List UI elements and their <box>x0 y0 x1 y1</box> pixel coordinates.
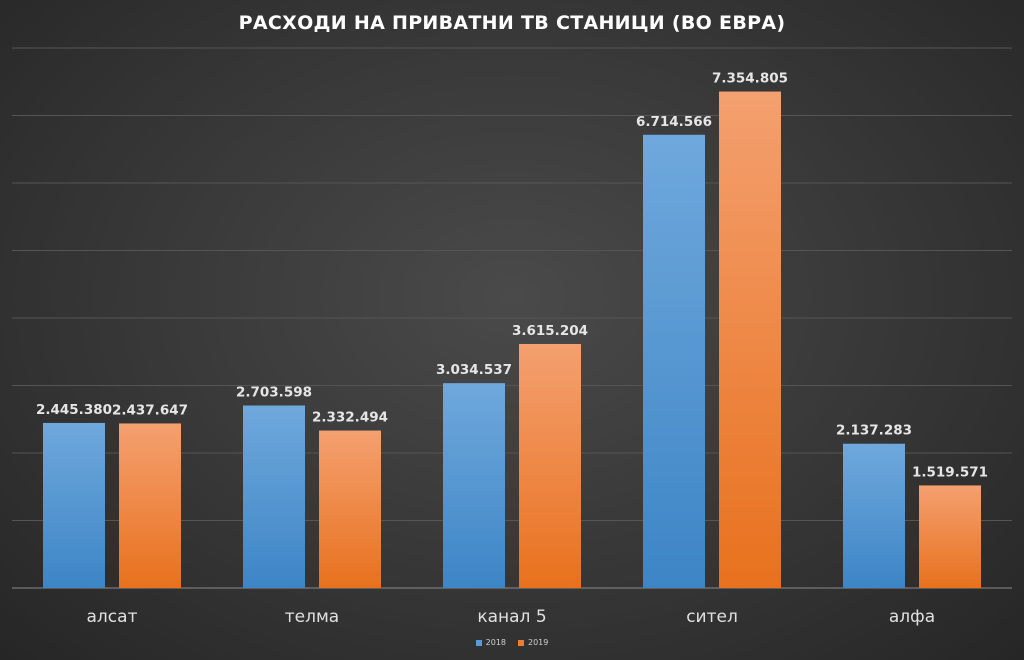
data-label-2019-0: 2.437.647 <box>112 402 188 418</box>
category-label-2: канал 5 <box>477 607 546 627</box>
legend-swatch-2019 <box>518 639 524 646</box>
data-label-2018-2: 3.034.537 <box>436 362 512 378</box>
legend-item-2019: 2019 <box>518 638 548 647</box>
data-label-2019-3: 7.354.805 <box>712 71 788 87</box>
legend-item-2018: 2018 <box>475 638 506 647</box>
data-label-2019-1: 2.332.494 <box>312 410 388 426</box>
bar-2018-3 <box>643 134 705 589</box>
data-label-2019-2: 3.615.204 <box>512 323 588 339</box>
data-label-2018-1: 2.703.598 <box>236 385 312 401</box>
category-label-0: алсат <box>87 607 138 627</box>
legend-label-2018: 2018 <box>485 638 506 647</box>
data-label-2019-4: 1.519.571 <box>912 464 988 480</box>
category-label-1: телма <box>285 607 339 627</box>
bar-2018-0 <box>43 422 105 588</box>
bar-2019-4 <box>919 485 981 588</box>
data-label-2018-0: 2.445.380 <box>36 402 112 418</box>
bar-2019-2 <box>519 343 581 588</box>
bar-2018-1 <box>243 405 305 588</box>
category-label-4: алфа <box>889 607 935 627</box>
category-label-3: сител <box>686 607 738 627</box>
bar-2019-0 <box>119 423 181 588</box>
bar-2018-4 <box>843 443 905 588</box>
chart-title: РАСХОДИ НА ПРИВАТНИ ТВ СТАНИЦИ (ВО ЕВРА) <box>238 12 786 34</box>
data-label-2018-3: 6.714.566 <box>636 114 712 130</box>
legend-swatch-2018 <box>475 639 482 646</box>
legend: 2018 2019 <box>0 638 1024 647</box>
bar-2019-1 <box>319 430 381 588</box>
bar-2018-2 <box>443 383 505 588</box>
bar-2019-3 <box>719 91 781 588</box>
legend-label-2019: 2019 <box>528 638 549 647</box>
data-label-2018-4: 2.137.283 <box>836 423 912 439</box>
